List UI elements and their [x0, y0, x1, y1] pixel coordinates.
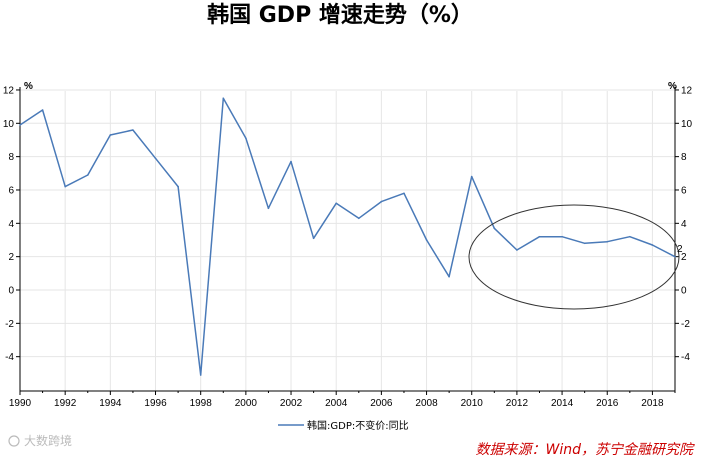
y-tick-label: -2 — [5, 319, 14, 330]
y-tick-label: 6 — [681, 185, 687, 196]
watermark: 大数跨境 — [8, 433, 72, 448]
x-axis: 1990 1992 1994 1996 1998 2000 2002 2004 2006 2008… — [9, 391, 676, 409]
legend: 韩国:GDP:不变价:同比 — [278, 419, 409, 432]
data-point: 2010: 6.8 — [470, 175, 473, 178]
y-tick-label: -4 — [681, 352, 690, 363]
data-point: 2017: 3.2 — [629, 235, 631, 238]
last-value-label: 2 — [677, 244, 683, 255]
y-tick-label: 8 — [8, 152, 14, 163]
data-point: 2012: 2.4 — [516, 249, 518, 251]
x-tick-label: 1996 — [144, 398, 167, 409]
data-point: 2007: 5.8 — [403, 192, 405, 195]
data-point: 2003: 3.1 — [312, 237, 315, 240]
data-point: 1992: 6.2 — [64, 185, 66, 188]
data-point: 1994: 9.3 — [109, 134, 112, 136]
data-point: 2018: 2.7 — [651, 244, 654, 246]
x-tick-label: 2008 — [415, 398, 438, 409]
data-point: 2011: 3.7 — [493, 227, 496, 230]
series-line — [19, 97, 676, 376]
x-tick-label: 2012 — [506, 398, 529, 409]
data-point: 2008: 3 — [425, 239, 428, 241]
data-point: 1993: 6.9 — [87, 174, 89, 176]
series-layer: 1990: 9.9 1991: 10.8 1992: 6.2 1993: 6.9 199… — [19, 97, 676, 376]
data-point: 2000: 9.1 — [245, 137, 247, 140]
highlight-ellipse — [468, 204, 680, 310]
y-tick-label: -2 — [681, 319, 690, 330]
x-tick-label: 2004 — [325, 398, 348, 409]
x-tick-label: 1994 — [99, 398, 122, 409]
x-tick-label: 2010 — [461, 398, 484, 409]
x-tick-label: 2000 — [235, 398, 258, 409]
x-tick-label: 1998 — [190, 398, 213, 409]
y-tick-label: 0 — [8, 286, 14, 297]
x-tick-label: 2018 — [641, 398, 664, 409]
y-tick-label: 6 — [8, 185, 14, 196]
watermark-text: 大数跨境 — [24, 433, 72, 448]
source-note: 数据来源：Wind，苏宁金融研究院 — [476, 442, 695, 458]
data-point: 2002: 7.7 — [290, 160, 292, 163]
x-tick-label: 1992 — [54, 398, 77, 409]
y-tick-label: 4 — [8, 219, 14, 230]
axes — [19, 87, 676, 392]
x-tick-label: 1990 — [9, 398, 32, 409]
y-unit-right: % — [668, 81, 677, 92]
x-tick-label: 2002 — [280, 398, 303, 409]
chart-title: 韩国 GDP 增速走势（%） — [207, 2, 473, 28]
data-point: 2001: 4.9 — [267, 207, 270, 210]
data-point: 1996: 7.9 — [154, 157, 157, 160]
data-point: 1991: 10.8 — [41, 109, 44, 111]
y-tick-label: 12 — [681, 85, 693, 96]
data-point: 2013: 3.2 — [538, 235, 541, 238]
y-unit-left: % — [24, 81, 33, 92]
data-point: 2004: 5.2 — [335, 202, 338, 205]
data-point: 2006: 5.3 — [380, 200, 383, 203]
data-point: 2005: 4.3 — [358, 217, 360, 220]
data-point: 1999: 11.5 — [222, 97, 225, 100]
x-tick-label: 2006 — [370, 398, 393, 409]
y-axis-left: 12 10 8 6 4 2 0 -2 -4 — [3, 85, 20, 363]
grid — [19, 89, 675, 391]
y-tick-label: -4 — [5, 352, 14, 363]
y-tick-label: 2 — [8, 252, 14, 263]
data-point: 1990: 9.9 — [19, 124, 21, 126]
y-tick-label: 8 — [681, 152, 687, 163]
data-point: 2014: 3.2 — [561, 235, 563, 238]
legend-label: 韩国:GDP:不变价:同比 — [307, 419, 409, 432]
watermark-icon — [8, 435, 20, 447]
x-tick-label: 2014 — [551, 398, 574, 409]
y-tick-label: 10 — [681, 119, 693, 130]
data-point: 1997: 6.2 — [177, 185, 179, 188]
data-point: 1995: 9.6 — [132, 129, 134, 131]
data-point: 1998: -5.1 — [199, 374, 202, 376]
y-tick-label: 0 — [681, 286, 687, 297]
data-point: 2009: 0.8 — [448, 275, 450, 278]
y-tick-label: 4 — [681, 219, 687, 230]
y-tick-label: 10 — [3, 119, 15, 130]
y-tick-label: 2 — [681, 252, 687, 263]
data-point: 2015: 2.8 — [583, 242, 586, 245]
x-tick-label: 2016 — [596, 398, 619, 409]
data-point: 2019: 2 — [674, 255, 676, 258]
data-point: 2016: 2.9 — [606, 240, 608, 243]
y-tick-label: 12 — [3, 85, 15, 96]
y-axis-right: 12 10 8 6 4 2 0 -2 -4 — [675, 85, 693, 363]
